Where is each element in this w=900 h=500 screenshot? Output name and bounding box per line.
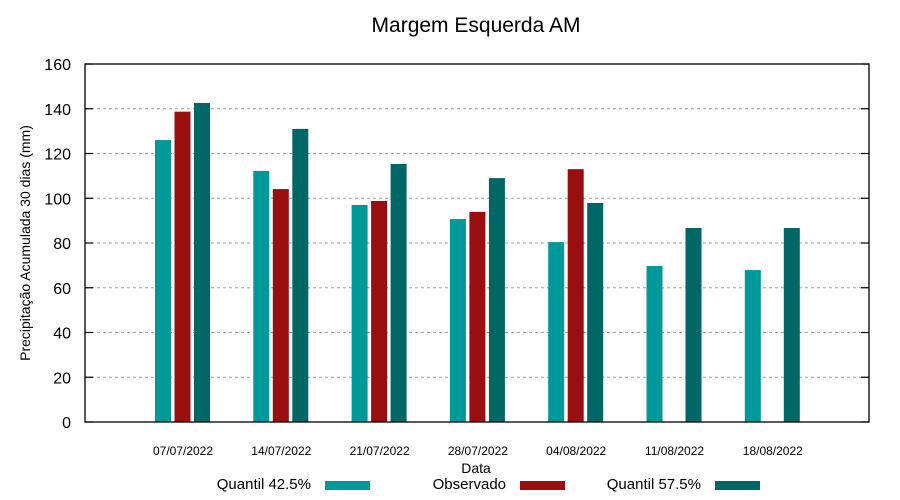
bar-quantil-57-5- bbox=[390, 164, 407, 423]
y-tick-label: 80 bbox=[53, 236, 71, 253]
legend-swatch bbox=[520, 481, 565, 490]
x-axis-ticks: 07/07/2022 14/07/2022 21/07/2022 28/07/2022… bbox=[153, 444, 803, 458]
y-tick-label: 0 bbox=[62, 415, 71, 432]
bar-quantil-57-5- bbox=[685, 228, 702, 422]
y-tick-label: 140 bbox=[44, 102, 71, 119]
bar-observado bbox=[567, 169, 584, 422]
bar-quantil-57-5- bbox=[587, 202, 604, 422]
y-axis-ticks: 0 20 40 60 80 100 120 140 160 bbox=[44, 57, 869, 432]
x-tick-label: 04/08/2022 bbox=[546, 444, 606, 458]
bar-quantil-57-5- bbox=[194, 102, 210, 423]
y-tick-label: 160 bbox=[44, 57, 71, 74]
y-tick-label: 40 bbox=[53, 326, 71, 343]
bars-group bbox=[155, 102, 800, 423]
bar-quantil-42-5- bbox=[744, 270, 761, 422]
x-tick-label: 11/08/2022 bbox=[645, 444, 704, 458]
x-tick-label: 28/07/2022 bbox=[448, 444, 508, 458]
legend-label: Quantil 42.5% bbox=[217, 476, 311, 493]
x-tick-label: 14/07/2022 bbox=[251, 444, 311, 458]
x-tick-label: 18/08/2022 bbox=[743, 444, 803, 458]
bar-observado bbox=[371, 200, 388, 422]
legend-label: Quantil 57.5% bbox=[607, 476, 701, 493]
bar-quantil-42-5- bbox=[548, 242, 565, 422]
x-tick-label: 21/07/2022 bbox=[350, 444, 410, 458]
bar-observado bbox=[174, 111, 191, 422]
legend-label: Observado bbox=[433, 476, 506, 493]
y-tick-label: 60 bbox=[53, 281, 71, 298]
bar-quantil-42-5- bbox=[155, 140, 171, 422]
y-tick-label: 120 bbox=[44, 147, 71, 164]
bar-quantil-42-5- bbox=[449, 219, 466, 422]
y-tick-label: 100 bbox=[44, 191, 71, 208]
bar-observado bbox=[272, 189, 289, 422]
x-axis-label: Data bbox=[461, 460, 491, 476]
bar-quantil-57-5- bbox=[488, 178, 505, 422]
bar-quantil-42-5- bbox=[646, 266, 663, 422]
x-tick-label: 07/07/2022 bbox=[153, 444, 213, 458]
chart-title: Margem Esquerda AM bbox=[372, 14, 581, 37]
bar-observado bbox=[469, 211, 486, 422]
bar-quantil-42-5- bbox=[253, 170, 270, 422]
legend: Quantil 42.5% Observado Quantil 57.5% bbox=[217, 476, 760, 493]
bar-quantil-57-5- bbox=[783, 228, 800, 422]
legend-swatch bbox=[715, 481, 760, 490]
bar-quantil-57-5- bbox=[292, 128, 309, 422]
bar-quantil-42-5- bbox=[351, 204, 368, 422]
legend-swatch bbox=[325, 481, 370, 490]
y-axis-label: Precipitação Acumulada 30 dias (mm) bbox=[17, 125, 33, 361]
y-tick-label: 20 bbox=[53, 370, 71, 387]
